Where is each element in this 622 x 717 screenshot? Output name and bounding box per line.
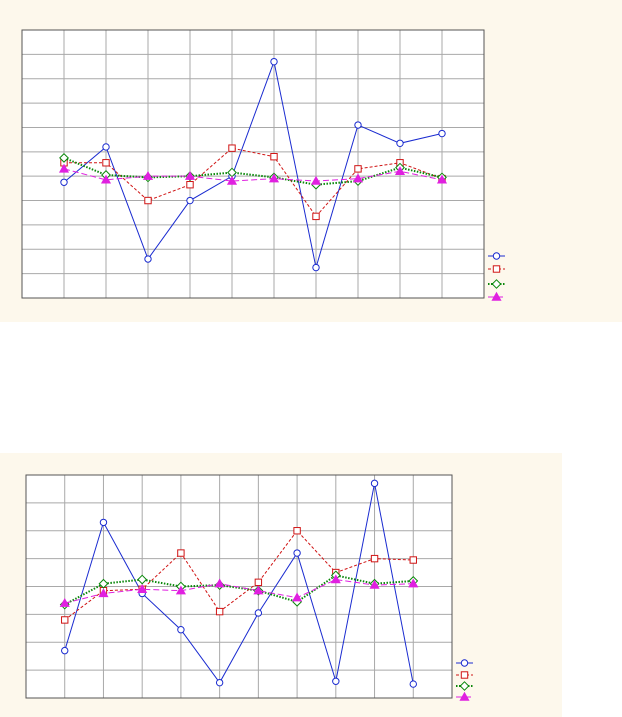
plot-border — [21, 29, 485, 299]
legend-symbol — [459, 691, 470, 701]
data-point — [312, 212, 320, 221]
data-point — [186, 196, 194, 205]
data-point — [408, 578, 419, 588]
data-point — [102, 159, 110, 167]
data-point — [102, 143, 110, 151]
data-point — [226, 175, 238, 185]
data-point — [144, 255, 152, 263]
series-line — [63, 168, 443, 182]
data-point — [100, 174, 112, 184]
data-point — [137, 574, 148, 585]
data-point — [409, 556, 417, 564]
data-point — [59, 598, 70, 607]
data-point — [214, 578, 225, 588]
chart — [0, 453, 562, 717]
data-point — [354, 165, 362, 173]
data-point — [292, 592, 303, 602]
data-point — [144, 196, 152, 205]
data-point — [137, 584, 148, 593]
data-point — [98, 578, 109, 589]
data-point — [438, 129, 446, 138]
data-point — [310, 175, 322, 185]
data-point — [184, 170, 196, 180]
data-point — [61, 616, 69, 624]
data-point — [61, 646, 69, 655]
data-point — [354, 121, 362, 129]
data-point — [60, 178, 68, 186]
plot-area — [22, 30, 484, 298]
data-point — [270, 57, 278, 66]
legend-symbol — [460, 671, 469, 679]
series-line — [64, 529, 414, 621]
data-point — [332, 677, 340, 685]
data-point — [352, 173, 364, 183]
plot-border — [25, 474, 453, 699]
chart — [0, 0, 622, 322]
data-point — [312, 263, 320, 272]
data-point — [370, 554, 379, 563]
data-point — [215, 678, 224, 687]
data-point — [369, 579, 380, 589]
data-point — [370, 479, 379, 488]
data-point — [175, 585, 186, 595]
data-point — [58, 163, 70, 173]
series-line — [64, 574, 414, 606]
data-point — [293, 549, 301, 557]
data-point — [409, 680, 417, 688]
data-point — [394, 166, 406, 176]
legend-symbol — [460, 659, 469, 667]
data-point — [270, 152, 278, 161]
data-point — [215, 607, 224, 616]
data-point — [268, 173, 280, 183]
data-point — [436, 174, 448, 184]
data-point — [177, 549, 185, 557]
series-line — [63, 59, 443, 268]
data-point — [99, 518, 108, 527]
legend-symbol — [491, 291, 502, 301]
series-line — [63, 156, 443, 186]
legend-symbol — [492, 252, 501, 260]
data-point — [396, 139, 404, 147]
data-point — [253, 585, 264, 595]
data-point — [142, 170, 154, 180]
data-point — [254, 578, 263, 587]
data-point — [293, 527, 301, 535]
legend-symbol — [492, 265, 501, 273]
data-point — [59, 153, 69, 163]
series-line — [64, 579, 414, 604]
data-point — [177, 626, 185, 634]
data-point — [98, 588, 109, 598]
data-point — [186, 181, 194, 189]
data-point — [228, 144, 236, 152]
data-point — [330, 574, 341, 584]
legend-symbol — [459, 681, 470, 691]
data-point — [254, 609, 263, 617]
series-line — [64, 147, 443, 218]
legend-symbol — [491, 279, 502, 289]
